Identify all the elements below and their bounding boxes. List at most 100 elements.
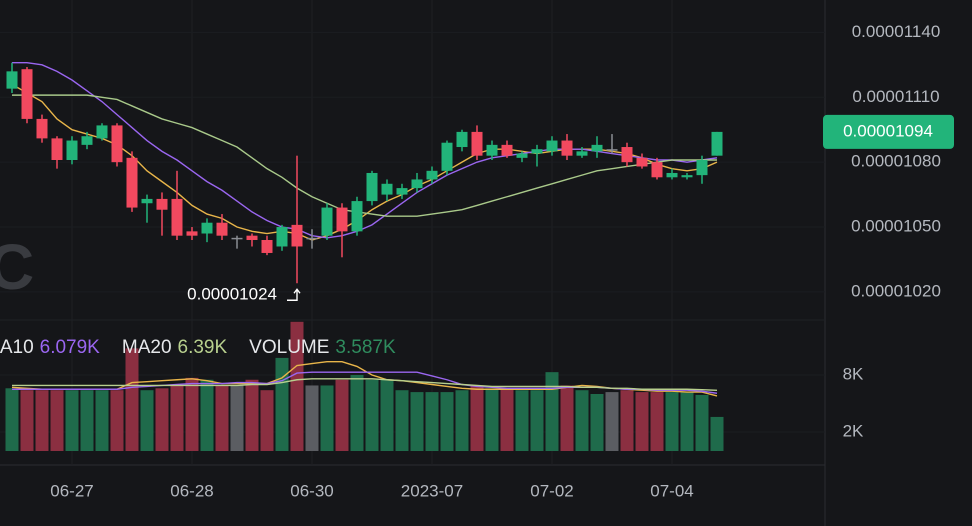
candle-body [711,131,723,156]
y-tick-label: 0.00001140 [852,22,941,41]
candle-body [171,198,183,236]
volume-bar [665,392,679,451]
candle-body [516,153,528,158]
candle-body [471,131,483,156]
candle-body [66,140,78,160]
legend-name: VOLUME [249,337,329,358]
volume-bar [380,379,394,451]
volume-bar [425,392,439,451]
candle-body [381,183,393,195]
candle-body [111,125,123,163]
volume-bar [245,379,259,451]
volume-bar [110,390,124,451]
candle-body [351,201,363,232]
volume-bar [530,390,544,451]
volume-bar [230,385,244,451]
candle-body [141,198,153,204]
volume-bar [35,390,49,451]
volume-bar [305,385,319,451]
candle-body [96,125,108,139]
candle-body [6,71,18,89]
candle-body [186,231,198,236]
candle-body [576,151,588,156]
candle-body [546,140,558,152]
y-tick-label: 2K [843,421,864,440]
candle-body [291,224,303,247]
current-price: 0.00001094 [843,121,933,140]
volume-bar [290,321,304,451]
y-tick-label: 0.00001050 [851,217,941,236]
candle-body [336,207,348,232]
volume-bar [605,392,619,451]
candle-body [261,240,273,253]
volume-bar [545,372,559,451]
ma-line [12,62,718,239]
x-tick-label: 07-04 [650,481,693,500]
volume-bar [335,379,349,451]
candle-body [321,207,333,236]
volume-bar [410,392,424,451]
price-badge [823,114,954,149]
y-tick-label: 0.00001080 [851,152,941,171]
candle-body [426,170,438,180]
x-tick-label: 06-30 [290,481,333,500]
y-tick-label: 8K [843,364,864,383]
volume-bar [455,390,469,451]
x-tick-label: 2023-07 [401,481,463,500]
volume-bar [575,390,589,451]
volume-bar [590,394,604,451]
candle-body [366,172,378,202]
volume-bar [320,385,334,451]
low-label: 0.00001024 [187,285,277,304]
watermark: C [0,231,34,303]
volume-bar [560,385,574,451]
candle-body [36,118,48,139]
volume-bar [440,392,454,451]
volume-bar [155,388,169,451]
candle-body [231,237,243,240]
volume-bar [515,390,529,451]
volume-bar [365,379,379,451]
volume-bar [140,390,154,451]
volume-bar [350,375,364,451]
volume-bar [485,388,499,451]
y-tick-label: 0.00001110 [852,87,939,106]
candle-body [246,235,258,240]
volume-bar [695,394,709,451]
volume-bar [5,388,19,451]
candle-body [126,157,138,208]
volume-bar [470,385,484,451]
candle-body [606,149,618,151]
volume-bar [80,390,94,451]
legend-value: 6.39K [178,337,228,358]
candle-body [51,138,63,160]
volume-bar [680,392,694,451]
legend-name: MA10 [0,337,34,358]
candle-body [396,188,408,195]
candle-body [591,144,603,152]
candle-body [156,198,168,210]
volume-bar [170,385,184,451]
volume-bar [215,385,229,451]
volume-bar [395,390,409,451]
candle-body [666,172,678,178]
volume-bar [650,392,664,451]
candle-body [441,142,453,171]
x-tick-label: 07-02 [530,481,573,500]
legend-value: 6.079K [40,337,101,358]
candle-body [456,131,468,148]
volume-bar [710,416,724,451]
candle-body [651,162,663,178]
candle-body [276,227,288,247]
volume-bar [20,390,34,451]
y-tick-label: 0.00001020 [851,281,941,300]
volume-ma-line [11,361,718,397]
candle-body [411,179,423,189]
candle-body [681,175,693,178]
volume-ma-line [12,378,718,391]
candle-body [21,69,33,119]
candle-body [531,149,543,154]
volume-bar [185,377,199,451]
